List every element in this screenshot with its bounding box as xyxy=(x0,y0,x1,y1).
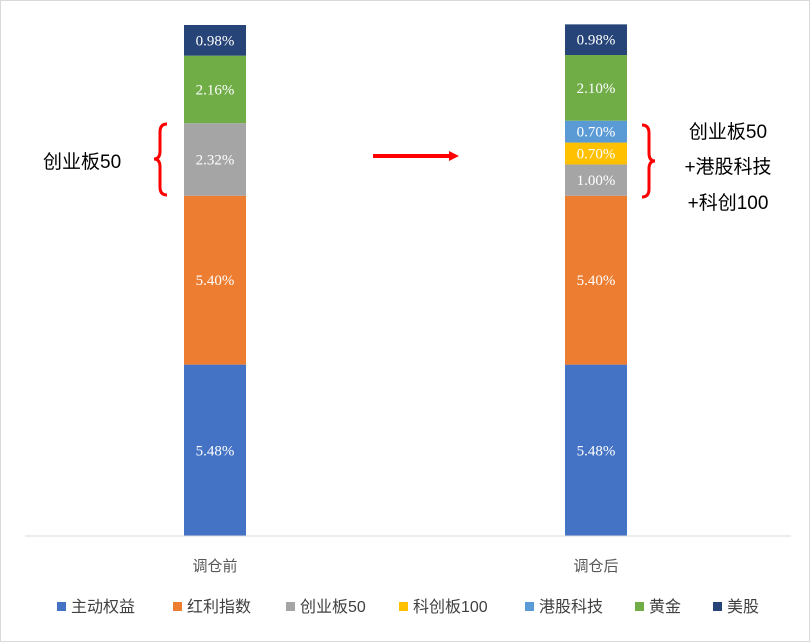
legend-label-1: 红利指数 xyxy=(187,598,251,616)
data-label-0-2: 2.32% xyxy=(196,152,235,168)
data-label-0-5: 2.16% xyxy=(196,82,235,98)
legend: 主动权益 红利指数 创业板50 科创板100 港股科技 黄金 美股 xyxy=(57,598,759,616)
data-label-1-1: 5.40% xyxy=(577,273,616,289)
legend-swatch-0 xyxy=(57,602,66,611)
data-label-1-0: 5.48% xyxy=(577,443,616,459)
legend-swatch-6 xyxy=(713,602,722,611)
legend-swatch-1 xyxy=(173,602,182,611)
data-label-1-3: 0.70% xyxy=(577,147,616,163)
category-label-before: 调仓前 xyxy=(192,558,237,575)
annotation-left-text: 创业板50 xyxy=(43,151,121,173)
bar-segment-1-5 xyxy=(565,55,627,121)
annotation-right-line-1: 创业板50 xyxy=(689,121,767,143)
legend-swatch-5 xyxy=(635,602,644,611)
legend-label-5: 黄金 xyxy=(649,598,681,616)
legend-label-3: 科创板100 xyxy=(413,598,488,616)
data-label-0-1: 5.40% xyxy=(196,273,235,289)
legend-label-2: 创业板50 xyxy=(300,598,366,616)
annotation-right-line-3: +科创100 xyxy=(688,192,769,214)
bar-segment-0-6 xyxy=(184,25,246,56)
bar-segment-1-2 xyxy=(565,164,627,196)
bar-segment-1-1 xyxy=(565,195,627,365)
legend-label-6: 美股 xyxy=(727,598,759,616)
annotation-left-brace xyxy=(153,122,168,197)
bar-segment-0-0 xyxy=(184,364,246,536)
segment-labels-layer: 5.48% 5.40% 2.32% 2.16% 0.98% 5.48% 5.40% 1.00%… xyxy=(196,33,616,460)
legend-swatch-4 xyxy=(525,602,534,611)
bar-segment-1-6 xyxy=(565,24,627,56)
legend-swatch-2 xyxy=(286,602,295,611)
legend-label-4: 港股科技 xyxy=(539,598,603,616)
bar-segment-0-1 xyxy=(184,195,246,365)
data-label-1-5: 2.10% xyxy=(577,81,616,97)
data-label-0-6: 0.98% xyxy=(196,33,235,49)
bar-segment-0-5 xyxy=(184,55,246,124)
legend-label-0: 主动权益 xyxy=(71,598,135,616)
bar-segment-1-4 xyxy=(565,120,627,143)
arrow-icon xyxy=(373,151,459,161)
bar-segment-0-2 xyxy=(184,123,246,196)
bar-segment-1-3 xyxy=(565,142,627,165)
bar-segment-1-0 xyxy=(565,364,627,536)
data-label-1-6: 0.98% xyxy=(577,33,616,49)
legend-swatch-3 xyxy=(399,602,408,611)
annotation-right-line-2: +港股科技 xyxy=(684,156,771,178)
data-label-0-0: 5.48% xyxy=(196,443,235,459)
bars-layer xyxy=(184,24,627,536)
data-label-1-4: 0.70% xyxy=(577,125,616,141)
category-label-after: 调仓后 xyxy=(573,558,618,575)
data-label-1-2: 1.00% xyxy=(577,173,616,189)
annotation-right-brace xyxy=(641,123,656,199)
